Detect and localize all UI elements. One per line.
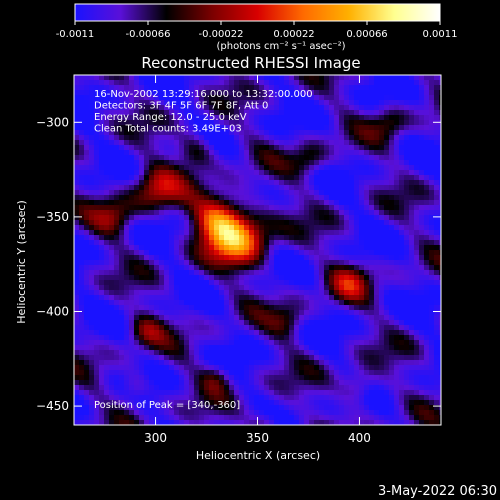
y-tick-label: −300 bbox=[36, 115, 69, 129]
x-axis-label: Heliocentric X (arcsec) bbox=[196, 449, 320, 462]
heatmap-image bbox=[74, 75, 441, 425]
annotation-block: 16-Nov-2002 13:29:16.000 to 13:32:00.000… bbox=[94, 89, 313, 135]
colorbar-tick-label: -0.0011 bbox=[56, 29, 95, 40]
annotation-line: Energy Range: 12.0 - 25.0 keV bbox=[94, 112, 247, 123]
x-tick-label: 350 bbox=[246, 431, 269, 445]
colorbar-tick-label: 0.0011 bbox=[423, 29, 458, 40]
colorbar-tick-label: -0.00022 bbox=[199, 29, 244, 40]
colorbar-tick-label: -0.00066 bbox=[126, 29, 171, 40]
peak-position-label: Position of Peak = [340,-360] bbox=[94, 400, 240, 411]
colorbar-tick-label: 0.00022 bbox=[273, 29, 314, 40]
y-tick-label: −400 bbox=[36, 304, 69, 318]
x-tick-label: 300 bbox=[144, 431, 167, 445]
y-axis-label: Heliocentric Y (arcsec) bbox=[15, 200, 28, 324]
annotation-line: 16-Nov-2002 13:29:16.000 to 13:32:00.000 bbox=[94, 89, 313, 100]
colorbar bbox=[74, 3, 441, 22]
colorbar-unit-label: (photons cm⁻² s⁻¹ asec⁻²) bbox=[216, 41, 345, 52]
y-tick-label: −450 bbox=[36, 399, 69, 413]
footer-timestamp: 3-May-2022 06:30 bbox=[378, 484, 497, 499]
x-tick-label: 400 bbox=[348, 431, 371, 445]
colorbar-ticks: -0.0011 -0.00066 -0.00022 0.00022 0.00066 0.0… bbox=[56, 21, 458, 40]
colorbar-tick-label: 0.00066 bbox=[346, 29, 387, 40]
annotation-line: Clean Total counts: 3.49E+03 bbox=[94, 124, 242, 135]
axis-ticks: 300 350 400 −300 −350 −400 −450 bbox=[36, 75, 441, 445]
annotation-line: Detectors: 3F 4F 5F 6F 7F 8F, Att 0 bbox=[94, 101, 268, 112]
chart-title: Reconstructed RHESSI Image bbox=[141, 54, 360, 72]
y-tick-label: −350 bbox=[36, 210, 69, 224]
